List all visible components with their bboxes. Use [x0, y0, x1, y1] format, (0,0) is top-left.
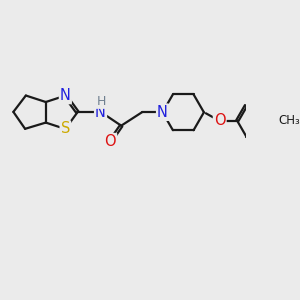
Text: N: N — [95, 105, 106, 120]
Text: S: S — [61, 122, 70, 136]
Text: O: O — [214, 113, 226, 128]
Text: N: N — [60, 88, 71, 103]
Text: CH₃: CH₃ — [278, 114, 300, 127]
Text: O: O — [104, 134, 116, 149]
Text: H: H — [96, 95, 106, 108]
Text: N: N — [157, 105, 168, 120]
Text: N: N — [157, 105, 168, 120]
